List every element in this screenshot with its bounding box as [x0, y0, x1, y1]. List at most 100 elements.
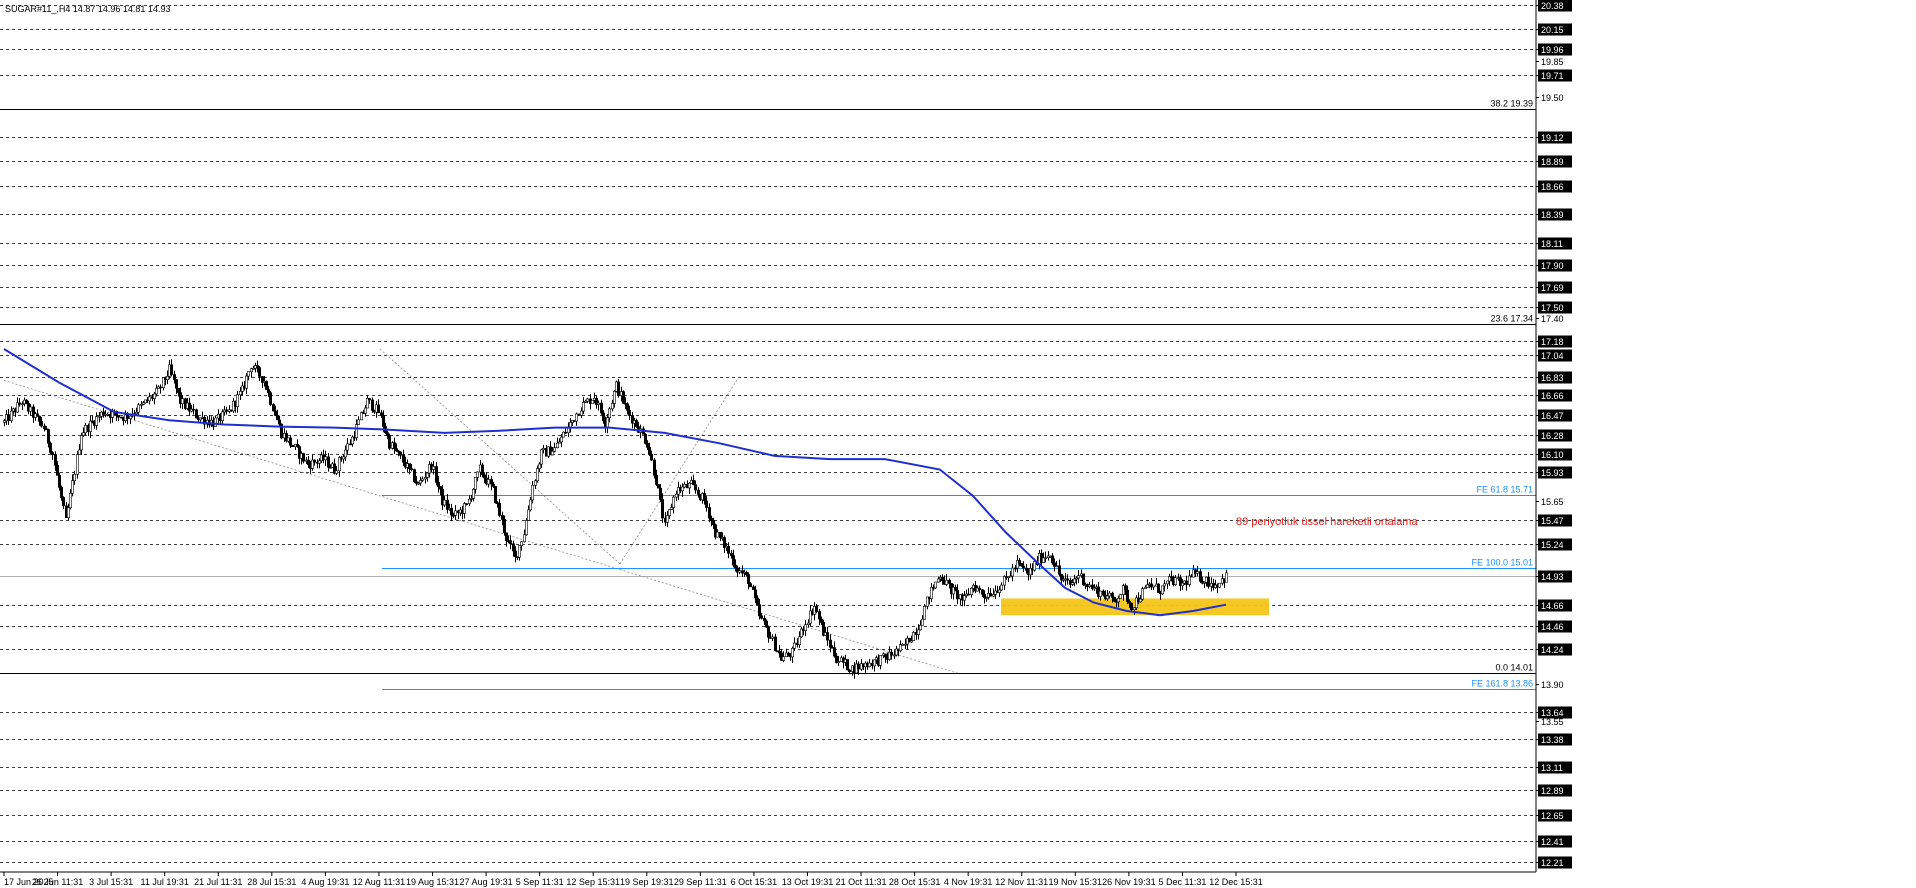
candle-body: [735, 567, 739, 573]
candle-body: [652, 459, 656, 476]
candle-body: [17, 402, 21, 405]
candle-body: [57, 475, 61, 488]
candle-body: [1166, 580, 1170, 585]
trend-line-secondary: [379, 348, 621, 565]
price-label-box: [1538, 237, 1572, 250]
candle-body: [301, 453, 305, 462]
price-label: 12.65: [1541, 811, 1564, 821]
candle-body: [583, 400, 587, 403]
candle-body: [746, 574, 750, 584]
candle-body: [1150, 583, 1154, 588]
candle-body: [343, 449, 347, 458]
candle-body: [953, 587, 957, 591]
price-label-box: [1538, 761, 1572, 774]
candle-body: [50, 452, 54, 455]
candle-body: [1168, 576, 1172, 582]
candle-body: [997, 589, 1001, 593]
candle-body: [221, 411, 225, 421]
candle-body: [792, 642, 796, 649]
candle-body: [159, 386, 163, 389]
price-label: 14.46: [1541, 622, 1564, 632]
candle-body: [414, 481, 418, 484]
candle-body: [179, 392, 183, 404]
candle-body: [616, 381, 620, 397]
candle-body: [722, 537, 726, 549]
candle-body: [755, 597, 759, 605]
candle-body: [982, 594, 986, 598]
candle-body: [504, 532, 508, 541]
candle-body: [1073, 578, 1077, 584]
candle-body: [751, 586, 755, 591]
trend-line-main: [3, 380, 961, 675]
candle-body: [379, 412, 383, 416]
candle-body: [933, 581, 937, 589]
candle-body: [420, 478, 424, 481]
candle-body: [645, 443, 649, 448]
candle-body: [691, 480, 695, 485]
candle-body: [126, 414, 130, 419]
candle-body: [431, 466, 435, 470]
candle-body: [599, 402, 603, 414]
price-label: 15.47: [1541, 516, 1564, 526]
candle-body: [1015, 560, 1019, 569]
price-label-box: [1538, 809, 1572, 822]
candle-body: [98, 415, 102, 418]
price-label-box: [1538, 180, 1572, 193]
candle-body: [381, 414, 385, 427]
candle-body: [900, 643, 904, 646]
candle-body: [898, 644, 902, 652]
price-label-box: [1538, 643, 1572, 656]
candle-body: [988, 593, 992, 597]
time-label: 28 Jul 15:31: [247, 877, 296, 887]
candle-body: [84, 425, 88, 434]
candle-body: [271, 404, 275, 412]
candle-body: [892, 654, 896, 657]
candle-body: [24, 399, 28, 404]
candle-body: [387, 435, 391, 449]
candle-body: [872, 659, 876, 667]
candle-body: [737, 570, 741, 573]
candle-body: [354, 424, 358, 439]
fib-level-label: 38.2 19.39: [1490, 99, 1533, 109]
candle-body: [144, 399, 148, 404]
candle-body: [288, 437, 292, 446]
price-label-box: [1538, 620, 1572, 633]
candle-body: [15, 402, 19, 413]
price-label-box: [1538, 43, 1572, 56]
candle-body: [649, 453, 653, 461]
candle-body: [425, 472, 429, 478]
candle-body: [777, 650, 781, 654]
candle-body: [1163, 583, 1167, 587]
candle-body: [166, 376, 170, 380]
candle-body: [69, 492, 73, 509]
candle-body: [1157, 583, 1161, 593]
candle-body: [385, 432, 389, 436]
candle-body: [596, 402, 600, 405]
candle-body: [707, 507, 711, 519]
price-label-box: [1538, 466, 1572, 479]
candle-body: [555, 442, 559, 448]
candle-body: [500, 515, 504, 520]
candle-body: [557, 441, 561, 444]
candle-body: [790, 648, 794, 658]
candle-body: [590, 400, 594, 405]
candle-body: [980, 589, 984, 595]
fibonacci-levels: 38.2 19.39 23.6 17.34 0.0 14.01 FE 61.8 15.…: [0, 99, 1536, 690]
candle-body: [1060, 573, 1064, 581]
trend-lines: [3, 348, 961, 675]
candle-body: [1128, 601, 1132, 604]
candle-body: [1218, 582, 1222, 588]
price-label-box: [1538, 733, 1572, 746]
candle-body: [78, 449, 82, 455]
candle-body: [317, 460, 321, 464]
price-label: 13.11: [1541, 763, 1563, 773]
candle-body: [585, 398, 589, 402]
candle-body: [962, 595, 966, 601]
candle-body: [76, 454, 80, 475]
candle-body: [1144, 587, 1148, 590]
candle-body: [1025, 567, 1029, 571]
price-label-box: [1538, 259, 1572, 272]
candle-body: [1139, 598, 1143, 603]
